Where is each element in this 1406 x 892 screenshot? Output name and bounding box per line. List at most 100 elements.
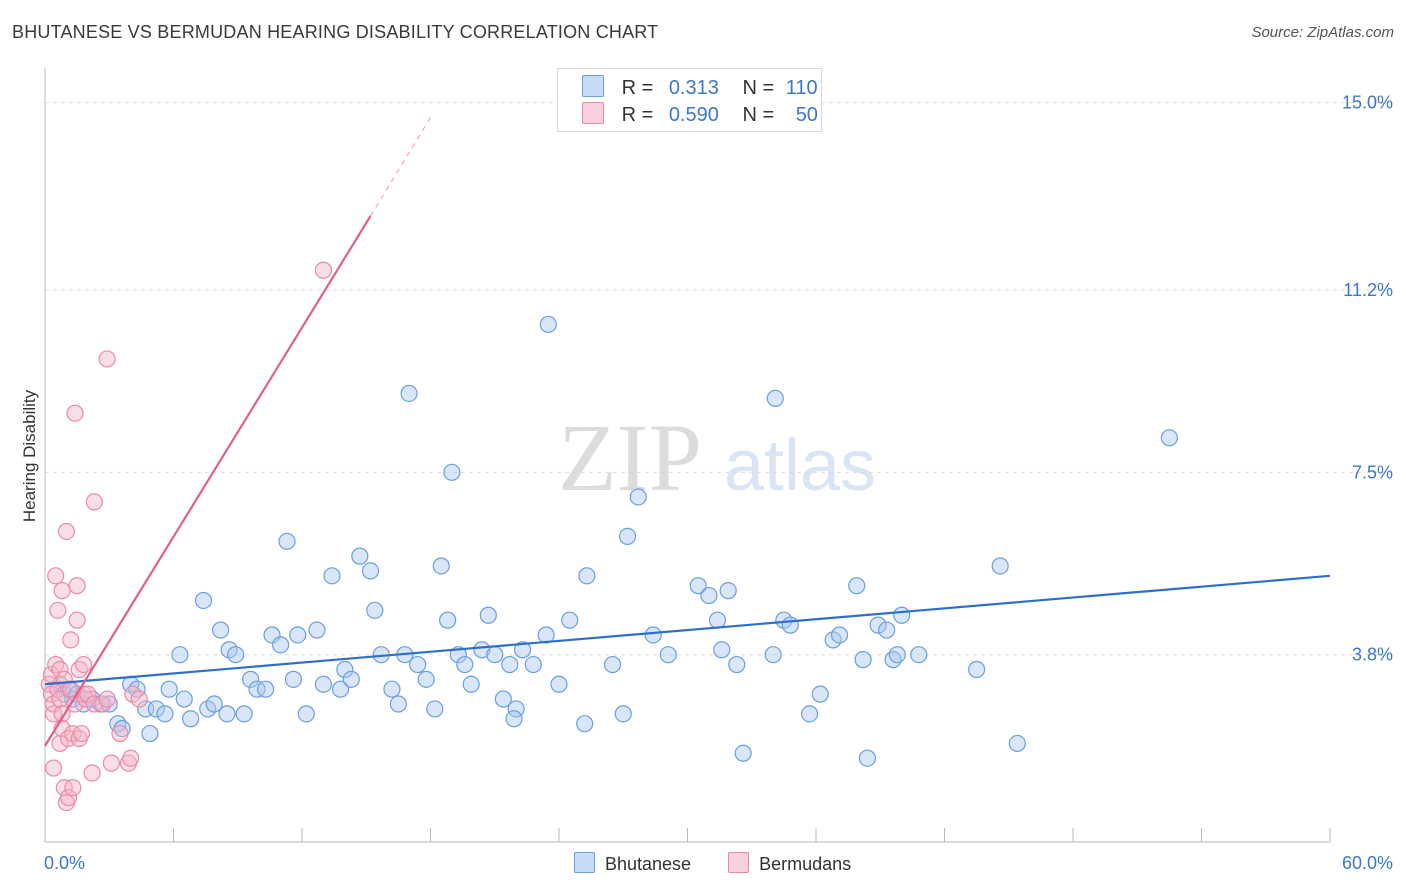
data-point-bhutanese <box>156 705 174 723</box>
bottom-legend-swatch-blue <box>574 852 595 873</box>
data-point-bhutanese <box>235 705 253 723</box>
data-point-bhutanese <box>194 591 213 610</box>
data-point-bhutanese <box>256 680 275 698</box>
y-tick-label: 15.0% <box>1342 93 1393 113</box>
data-point-bhutanese <box>314 675 333 693</box>
data-point-bermudans <box>53 582 71 600</box>
trendline-bermudans-extension <box>370 117 432 217</box>
data-point-bhutanese <box>479 606 497 624</box>
data-point-bhutanese <box>432 557 450 575</box>
data-point-bhutanese <box>361 562 380 580</box>
data-point-bhutanese <box>389 695 407 713</box>
bottom-legend-bhutanese: Bhutanese <box>574 852 691 875</box>
legend-row-bhutanese: R = 0.313 N = 110 <box>582 75 818 99</box>
data-point-bhutanese <box>212 621 230 639</box>
x-tick-label: 60.0% <box>1342 853 1393 873</box>
legend-swatch-pink <box>582 102 604 124</box>
data-point-bhutanese <box>141 724 159 743</box>
data-point-bhutanese <box>351 547 369 565</box>
data-point-bhutanese <box>629 488 647 506</box>
legend-n-value: 110 <box>785 77 818 99</box>
chart-title: BHUTANESE VS BERMUDAN HEARING DISABILITY… <box>12 22 659 42</box>
data-point-bhutanese <box>505 710 523 728</box>
data-point-bermudans <box>74 655 93 674</box>
data-point-bhutanese <box>781 616 799 634</box>
legend-r-value: 0.590 <box>668 104 719 126</box>
data-point-bermudans <box>83 764 101 782</box>
data-point-bermudans <box>42 665 61 684</box>
data-point-bhutanese <box>561 611 579 629</box>
data-point-bhutanese <box>811 685 829 703</box>
trendline-bermudans <box>44 215 372 747</box>
data-point-bhutanese <box>513 641 532 659</box>
data-point-bhutanese <box>1160 429 1178 447</box>
data-point-bhutanese <box>297 705 315 723</box>
data-point-bhutanese <box>893 606 911 624</box>
data-point-bermudans <box>51 660 69 679</box>
legend-r-value: 0.313 <box>668 77 719 99</box>
data-point-bermudans <box>68 611 86 629</box>
data-point-bermudans <box>130 690 148 708</box>
data-point-bermudans <box>64 779 82 797</box>
legend-n-value: 50 <box>795 104 818 126</box>
data-point-bhutanese <box>968 660 986 679</box>
data-point-bhutanese <box>426 700 444 718</box>
data-point-bhutanese <box>473 641 491 659</box>
data-point-bhutanese <box>242 670 260 688</box>
data-point-bhutanese <box>383 680 401 698</box>
data-point-bermudans <box>102 754 120 772</box>
data-point-bhutanese <box>766 389 784 407</box>
data-point-bermudans <box>47 567 65 585</box>
data-point-bermudans <box>49 601 67 619</box>
data-point-bermudans <box>66 404 84 422</box>
data-point-bermudans <box>85 493 103 511</box>
data-point-bermudans <box>79 685 97 703</box>
data-point-bhutanese <box>539 315 557 334</box>
data-point-bhutanese <box>578 567 596 585</box>
data-point-bhutanese <box>659 646 677 664</box>
legend-r-label: R = <box>621 104 654 126</box>
data-point-bhutanese <box>175 690 193 708</box>
data-point-bhutanese <box>1008 734 1026 753</box>
x-tick-label: 0.0% <box>44 853 85 873</box>
data-point-bhutanese <box>443 463 461 481</box>
data-point-bhutanese <box>417 670 435 688</box>
data-point-bhutanese <box>700 586 718 605</box>
data-point-bhutanese <box>576 715 594 733</box>
data-point-bhutanese <box>614 705 632 723</box>
trend-lines <box>44 117 1331 747</box>
data-point-bermudans <box>111 724 129 743</box>
data-point-bermudans <box>98 350 116 368</box>
data-point-bhutanese <box>160 680 178 698</box>
data-point-bhutanese <box>603 655 622 674</box>
data-point-bhutanese <box>689 577 707 595</box>
data-point-bhutanese <box>289 626 307 644</box>
data-point-bermudans <box>57 522 76 541</box>
data-point-bhutanese <box>147 700 165 718</box>
data-point-bhutanese <box>719 582 737 600</box>
data-point-bhutanese <box>227 646 245 664</box>
data-point-bhutanese <box>439 611 457 629</box>
data-point-bhutanese <box>728 655 746 674</box>
data-point-bhutanese <box>278 532 296 550</box>
data-point-bhutanese <box>644 626 662 644</box>
bottom-legend-label: Bhutanese <box>605 854 692 874</box>
y-axis-label: Hearing Disability <box>20 389 39 523</box>
y-tick-label: 11.2% <box>1343 280 1393 300</box>
data-point-bhutanese <box>800 705 819 723</box>
data-point-bermudans <box>68 577 86 595</box>
watermark-zip: ZIP <box>558 404 702 511</box>
data-point-bhutanese <box>494 690 512 708</box>
data-point-bhutanese <box>400 384 418 403</box>
data-point-bhutanese <box>830 626 849 644</box>
data-point-bhutanese <box>171 646 189 664</box>
data-point-bhutanese <box>342 670 360 688</box>
bottom-legend-label: Bermudans <box>759 854 852 874</box>
data-point-bhutanese <box>462 675 480 693</box>
data-point-bermudans <box>51 734 69 753</box>
source-label: Source: ZipAtlas.com <box>1251 24 1394 41</box>
data-point-bermudans <box>98 690 116 708</box>
data-point-bhutanese <box>878 621 896 639</box>
data-point-bhutanese <box>618 527 637 546</box>
data-point-bermudans <box>122 749 140 767</box>
